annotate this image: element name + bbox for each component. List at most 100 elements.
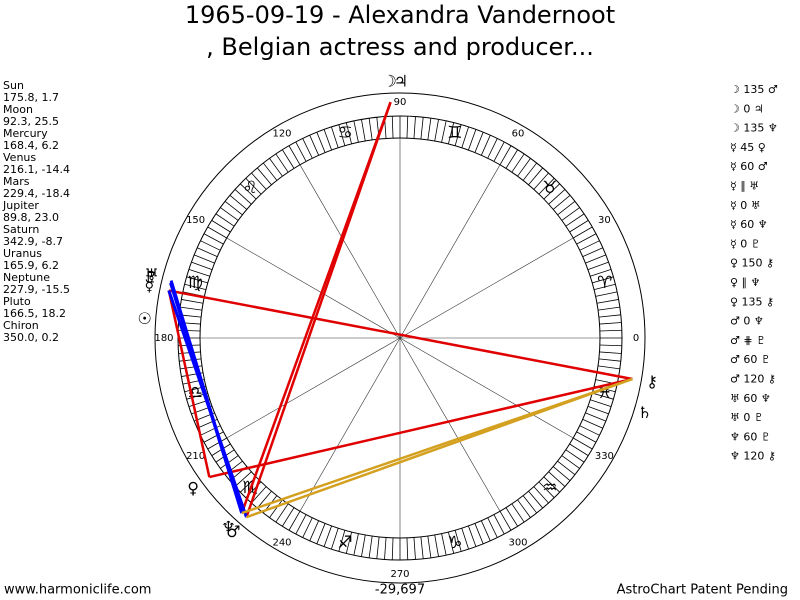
degree-tick [543, 476, 560, 493]
aspect-entry: ♀ ∥ ♆ [730, 276, 760, 289]
degree-tick [587, 406, 609, 415]
aspect-entry: ☿ ∥ ♅ [730, 180, 759, 193]
degree-tick [420, 117, 424, 140]
planet-glyph: ♄ [638, 403, 652, 422]
degree-label: 210 [186, 451, 205, 462]
degree-tick [220, 455, 239, 469]
degree-tick [323, 129, 332, 151]
planet-glyph: ☽ [383, 72, 397, 91]
degree-tick [573, 437, 593, 450]
degree-tick [480, 520, 491, 541]
degree-tick [461, 126, 469, 148]
title: 1965-09-19 - Alexandra Vandernoot [185, 1, 615, 29]
degree-tick [517, 158, 531, 177]
footer-left: www.harmoniclife.com [4, 583, 151, 598]
degree-tick [275, 503, 289, 523]
degree-tick [269, 499, 283, 518]
degree-tick [256, 167, 272, 186]
degree-tick [180, 306, 203, 311]
sign-glyph: ♒ [542, 478, 557, 498]
degree-tick [413, 537, 416, 560]
degree-tick [229, 194, 248, 210]
spoke [226, 337, 401, 439]
degree-tick [533, 172, 549, 190]
degree-tick [528, 167, 544, 186]
degree-tick [353, 533, 359, 556]
degree-tick [338, 124, 346, 146]
ring [154, 92, 646, 584]
degree-tick [288, 511, 301, 531]
degree-tick [557, 201, 576, 216]
degree-tick [338, 530, 346, 552]
degree-tick [595, 291, 618, 297]
sign-glyph: ♉ [542, 178, 557, 198]
sign-glyph: ♋ [338, 123, 353, 143]
degree-label: 240 [272, 537, 291, 548]
degree-tick [194, 254, 215, 264]
degree-tick [234, 189, 252, 205]
planet-position: 229.4, -18.4 [3, 187, 70, 200]
degree-tick [384, 537, 387, 560]
planet-name: Uranus [3, 247, 42, 260]
degree-tick [487, 517, 498, 538]
aspect-line [240, 101, 392, 514]
degree-tick [413, 116, 416, 139]
planet-glyph: ☿ [144, 276, 154, 295]
aspect-entry: ☽ 0 ♃ [730, 102, 764, 115]
degree-tick [184, 283, 207, 291]
degree-tick [493, 141, 505, 162]
degree-tick [368, 535, 373, 558]
degree-tick [548, 189, 566, 205]
degree-label: 270 [390, 569, 409, 580]
planet-name: Mars [3, 175, 30, 188]
spoke [399, 337, 574, 439]
planet-glyph: ♂ [226, 522, 240, 541]
degree-tick [309, 135, 320, 156]
degree-tick [576, 233, 597, 245]
degree-tick [499, 145, 512, 165]
degree-tick [576, 431, 597, 443]
degree-tick [454, 124, 462, 146]
degree-label: 30 [598, 215, 611, 226]
planet-position: 175.8, 1.7 [3, 91, 59, 104]
aspect-entry: ♂ 0 ♆ [730, 315, 764, 328]
degree-tick [447, 122, 455, 145]
degree-tick [598, 314, 621, 318]
degree-tick [517, 499, 531, 518]
degree-tick [234, 471, 252, 487]
aspect-entry: ♅ 0 ♇ [730, 411, 764, 424]
sign-glyph: ♍ [188, 273, 203, 293]
degree-tick [599, 344, 622, 347]
planet-glyph: ⚷ [646, 372, 658, 391]
degree-tick [538, 481, 555, 498]
degree-tick [200, 240, 221, 251]
planet-position: 342.9, -8.7 [3, 235, 63, 248]
degree-tick [361, 534, 366, 557]
sign-glyph: ♈ [597, 273, 612, 293]
planet-name: Jupiter [2, 199, 39, 212]
degree-tick [548, 471, 566, 487]
degree-tick [573, 226, 593, 239]
degree-label: 150 [186, 215, 205, 226]
degree-tick [391, 537, 394, 560]
degree-tick [599, 351, 622, 354]
degree-label: 120 [272, 129, 291, 140]
degree-tick [197, 247, 218, 258]
degree-label: 0 [633, 333, 639, 344]
aspect-line [167, 290, 211, 478]
degree-tick [391, 116, 394, 139]
degree-tick [565, 213, 585, 227]
degree-tick [331, 528, 339, 550]
sign-glyph: ♊ [447, 123, 462, 143]
degree-tick [579, 425, 600, 436]
degree-tick [427, 118, 432, 141]
degree-tick [269, 158, 283, 177]
degree-tick [590, 269, 612, 277]
degree-tick [203, 233, 224, 245]
degree-tick [256, 490, 272, 509]
planet-position: 92.3, 25.5 [3, 115, 59, 128]
sign-glyph: ♌ [242, 178, 257, 198]
planet-glyph: ♀ [187, 478, 199, 497]
degree-tick [345, 531, 353, 554]
degree-tick [592, 392, 614, 400]
